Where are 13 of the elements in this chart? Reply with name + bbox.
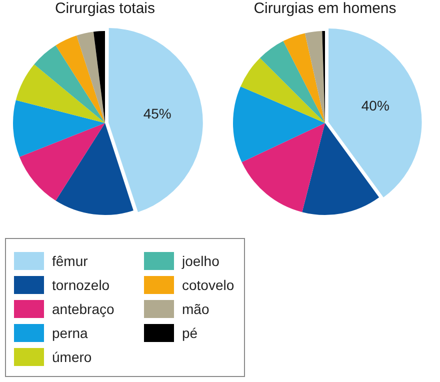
slice-label: Cirurgias em homens [252,0,398,17]
legend-label: tornozelo [52,277,110,293]
legend-label: antebraço [52,301,114,317]
legend-label: perna [52,325,88,341]
legend-label: úmero [52,349,92,365]
data-label: 40% [361,97,390,114]
slice-label: Cirurgias totais [54,0,156,17]
legend-label: cotovelo [182,277,234,293]
data-label: 45% [143,106,172,122]
legend-label: pé [182,325,198,341]
legend-label: mão [182,301,210,317]
legend-label: fêmur [52,253,88,269]
legend-label: joelho [182,253,220,269]
